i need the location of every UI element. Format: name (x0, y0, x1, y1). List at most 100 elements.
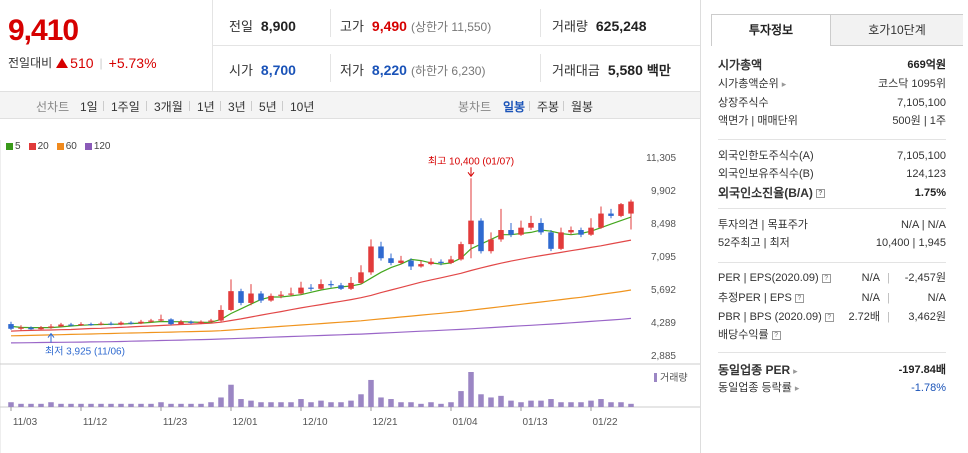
candle (248, 293, 254, 303)
volume-bar (98, 403, 104, 407)
info-icon[interactable]: ? (794, 293, 804, 303)
volume-bar (528, 400, 534, 407)
info-row: 추정PER | EPS? N/A | N/A (718, 290, 946, 306)
volume-bar (218, 397, 224, 407)
candle (128, 322, 134, 324)
low-price: 저가 8,220 (하한가 6,230) (340, 62, 486, 78)
candle (528, 222, 534, 228)
volume-bar (8, 402, 14, 407)
volume-bar (288, 402, 294, 407)
volume-bar (398, 402, 404, 407)
candle (188, 321, 194, 323)
candle (548, 232, 554, 249)
period-1d[interactable]: 1일 (80, 100, 98, 114)
volume-bar (378, 397, 384, 407)
info-value: -197.84배 (898, 364, 946, 376)
volume-bar (128, 403, 134, 407)
info-label: 상장주식수 (718, 97, 769, 109)
period-1y[interactable]: 1년 (197, 100, 215, 114)
volume-bar (48, 402, 54, 407)
tab-invest-info[interactable]: 투자정보 (711, 15, 831, 46)
volume-bar (168, 403, 174, 407)
candle (38, 327, 44, 330)
volume-bar (438, 403, 444, 407)
period-3m[interactable]: 3개월 (154, 100, 183, 114)
candle (348, 282, 354, 289)
candle (258, 293, 264, 301)
candle (328, 284, 334, 286)
y-tick-label: 2,885 (651, 351, 676, 362)
change-value: 510 (70, 54, 94, 71)
change-rate: +5.73% (108, 54, 157, 71)
volume-bar (538, 400, 544, 407)
volume-bar (58, 403, 64, 407)
candle-daily[interactable]: 일봉 (503, 100, 526, 114)
volume-bar (108, 403, 114, 407)
candle (288, 293, 294, 295)
candle (608, 213, 614, 216)
candle (398, 260, 404, 263)
info-label: 외국인한도주식수(A) (718, 150, 814, 162)
info-label: 추정PER | EPS? (718, 290, 804, 306)
open-price: 시가 8,700 (229, 62, 296, 78)
volume-bar (458, 391, 464, 407)
high-price: 고가 9,490 (상한가 11,550) (340, 18, 492, 34)
info-row[interactable]: 동일업종 PER ▸ -197.84배 (718, 362, 946, 378)
candle (598, 213, 604, 228)
ma120-line (10, 317, 632, 344)
volume-bar (248, 400, 254, 407)
volume-bar (518, 402, 524, 407)
volume-bar (408, 402, 414, 407)
ma5-line (10, 216, 632, 329)
info-row: 외국인보유주식수(B) 124,123 (718, 166, 946, 182)
volume-bar (468, 372, 474, 407)
volume-bar (228, 384, 234, 407)
volume-bar (78, 403, 84, 407)
x-tick-label: 12/01 (232, 417, 257, 428)
volume-bar (508, 400, 514, 407)
info-value: 7,105,100 (897, 150, 946, 162)
period-bar: 선차트 1일 1주일 3개월 1년 3년 5년 10년 봉차트 일봉 주봉 월봉 (0, 91, 700, 119)
info-value: 124,123 (906, 168, 946, 180)
volume-bar (238, 399, 244, 407)
info-row[interactable]: 동일업종 등락률 ▸ -1.78% (718, 380, 946, 396)
volume-bar (88, 403, 94, 407)
candle-weekly[interactable]: 주봉 (537, 100, 560, 114)
info-icon[interactable]: ? (824, 312, 834, 322)
volume-bar (338, 402, 344, 407)
low-arrow-head (47, 332, 55, 338)
candle (218, 309, 224, 321)
info-row[interactable]: 시가총액순위 ▸ 코스닥 1095위 (718, 76, 946, 92)
candle (458, 244, 464, 260)
info-row: 52주최고 | 최저 10,400 | 1,945 (718, 235, 946, 251)
period-3y[interactable]: 3년 (228, 100, 246, 114)
candle (438, 261, 444, 263)
info-value-a: N/A (861, 292, 880, 304)
y-tick-label: 5,692 (651, 285, 676, 296)
candle (318, 284, 324, 289)
info-value: 500원 | 1주 (892, 115, 946, 127)
candle (28, 327, 34, 330)
x-tick-label: 11/12 (83, 417, 108, 428)
change-row: 전일대비 510 | +5.73% (8, 54, 157, 71)
high-annotation: 최고 10,400 (01/07) (428, 155, 514, 167)
candle (408, 260, 414, 267)
price-chart[interactable]: 11,305 9,902 8,498 7,095 5,692 4,289 2,885 최고 1… (0, 140, 700, 453)
candle (568, 230, 574, 233)
candle (368, 246, 374, 273)
period-5y[interactable]: 5년 (259, 100, 277, 114)
period-1w[interactable]: 1주일 (111, 100, 140, 114)
period-10y[interactable]: 10년 (290, 100, 315, 114)
candle (208, 320, 214, 322)
info-label: 시가총액 (718, 58, 763, 72)
volume-bar (498, 395, 504, 407)
info-value: 7,105,100 (897, 97, 946, 109)
candle (508, 230, 514, 235)
candle-monthly[interactable]: 월봉 (571, 100, 594, 114)
info-value: 1.75% (914, 187, 946, 199)
info-icon[interactable]: ? (821, 273, 831, 283)
info-icon[interactable]: ? (815, 189, 825, 199)
info-row: 액면가 | 매매단위 500원 | 1주 (718, 113, 946, 129)
info-icon[interactable]: ? (771, 330, 781, 340)
tab-orderbook[interactable]: 호가10단계 (831, 15, 963, 46)
